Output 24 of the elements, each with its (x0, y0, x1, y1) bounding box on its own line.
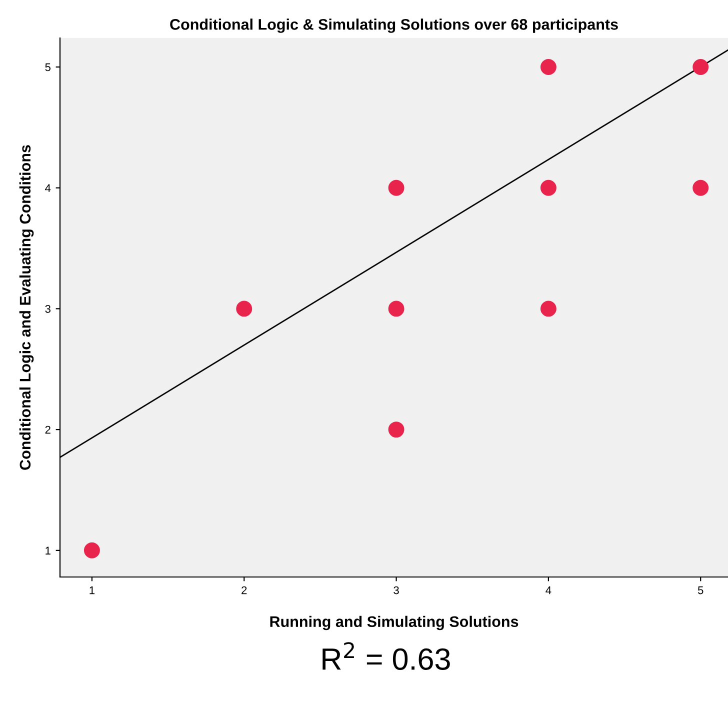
point (540, 180, 556, 196)
point (540, 300, 556, 317)
point (540, 59, 556, 75)
point (84, 542, 100, 558)
text: R$^{2}$ = 0.63 (322, 642, 450, 670)
y-tick-label: 5 (45, 63, 51, 72)
x-tick-label: 3 (394, 586, 399, 594)
point (692, 59, 709, 75)
x-tick-label: 1 (90, 586, 94, 594)
x-tick-label: 2 (242, 586, 247, 594)
y-tick-label: 2 (45, 426, 50, 434)
x-axis-title: Running and Simulating Solutions (270, 616, 518, 630)
x-tick-label: 5 (698, 586, 704, 594)
y-axis-title: Conditional Logic and Evaluating Conditions (19, 145, 34, 470)
y-tick-label: 3 (45, 304, 50, 313)
x-tick-label: 4 (546, 586, 552, 594)
chart-title: Conditional Logic & Simulating Solutions over 68 participants (170, 18, 618, 33)
point (388, 422, 404, 438)
y-tick-label: 4 (45, 184, 51, 192)
point (236, 300, 252, 317)
point (388, 180, 404, 196)
point (692, 180, 709, 196)
point (388, 300, 404, 317)
y-tick-label: 1 (46, 546, 50, 554)
